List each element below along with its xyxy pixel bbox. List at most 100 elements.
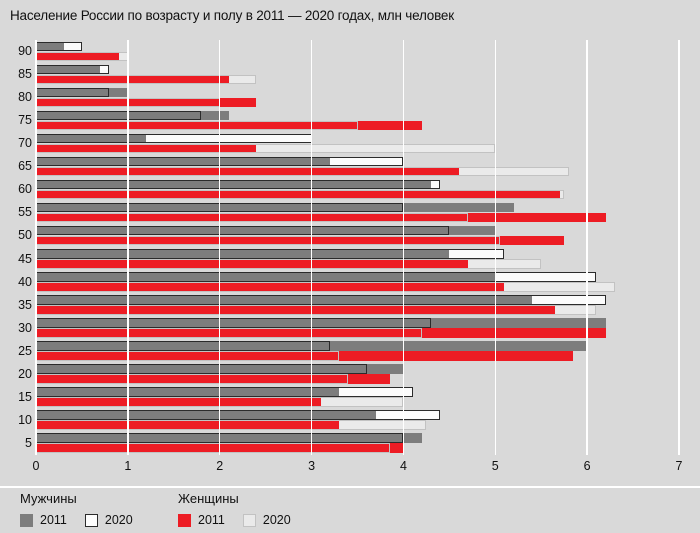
y-axis-label-80: 80 [18,90,32,105]
age-group-55 [36,201,679,224]
x-axis-label-5: 5 [491,459,499,473]
age-group-45 [36,248,679,271]
bar-female-2011-age-25 [36,351,574,361]
x-axis-label-4: 4 [399,459,407,473]
age-group-90 [36,40,679,63]
y-axis-label-75: 75 [18,113,32,128]
gridline-4 [402,40,405,455]
gridline-0 [35,40,37,455]
bar-male-2011-age-10 [36,410,376,420]
bar-male-2020-outline-age-20 [36,364,367,374]
gridline-7 [678,40,680,455]
bar-male-2011-age-55 [36,202,514,213]
legend-group-male: Мужчины 2011 2020 [20,491,133,527]
bar-male-2020-outline-age-40 [36,272,597,282]
x-axis-label-2: 2 [216,459,224,473]
legend-label-female-2020: 2020 [262,513,291,527]
bar-female-2020-outline-age-50 [36,235,500,246]
bar-male-2020-outline-age-45 [36,249,505,259]
chart-title: Население России по возрасту и полу в 20… [10,8,454,23]
bar-female-2011-age-75 [36,120,422,131]
bar-male-2011-age-75 [36,110,229,121]
age-group-35 [36,294,679,317]
bar-male-2020-outline-age-10 [36,410,441,420]
bar-male-2020-outline-age-30 [36,318,431,328]
legend-item-female-2020: 2020 [242,513,291,527]
bar-male-2011-age-40 [36,272,496,282]
y-axis-label-25: 25 [18,343,32,358]
bar-female-2011-age-60 [36,189,560,200]
bar-female-2020-outline-age-40 [36,282,615,292]
gridline-3 [310,40,313,455]
age-group-25 [36,340,679,363]
y-axis-label-30: 30 [18,320,32,335]
y-axis-label-10: 10 [18,412,32,427]
bar-female-2011-age-35 [36,305,555,315]
legend-item-female-2011: 2011 [178,513,225,527]
bar-male-2011-age-5 [36,433,422,443]
bar-female-2020-outline-age-45 [36,259,542,269]
age-group-85 [36,63,679,86]
gridline-1 [127,40,129,455]
bar-female-2011-age-55 [36,212,606,223]
y-axis-label-65: 65 [18,159,32,174]
legend-item-male-2011: 2011 [20,513,67,527]
bar-male-2020-outline-age-80 [36,87,110,98]
bar-female-2011-age-65 [36,166,459,177]
bar-female-2020-outline-age-30 [36,328,422,338]
legend-swatch-female-2020 [242,513,256,527]
bar-female-2011-age-10 [36,420,340,430]
y-axis-label-60: 60 [18,182,32,197]
y-axis-label-5: 5 [25,435,32,450]
y-axis-label-40: 40 [18,274,32,289]
age-group-80 [36,86,679,109]
gridline-6 [586,40,588,455]
y-axis-label-90: 90 [18,44,32,58]
bar-male-2011-age-50 [36,225,496,236]
x-axis-label-7: 7 [675,459,683,473]
bar-male-2011-age-70 [36,133,147,144]
age-group-5 [36,432,679,455]
x-axis-label-3: 3 [308,459,316,473]
bar-female-2020-outline-age-65 [36,166,569,177]
age-group-75 [36,109,679,132]
legend-title-female: Женщины [178,491,239,506]
legend-title-male: Мужчины [20,491,77,506]
bar-female-2011-age-45 [36,259,468,269]
bar-female-2020-outline-age-35 [36,305,597,315]
bar-male-2011-age-65 [36,156,330,167]
age-group-20 [36,363,679,386]
bar-female-2011-age-50 [36,235,565,246]
legend-swatch-male-2020 [84,513,98,527]
bar-female-2020-outline-age-60 [36,189,565,200]
age-group-10 [36,409,679,432]
bar-male-2020-outline-age-70 [36,133,312,144]
legend-swatch-female-2011 [178,513,191,527]
bar-female-2011-age-30 [36,328,606,338]
bar-male-2011-age-15 [36,387,340,397]
bar-male-2011-age-60 [36,179,431,190]
bar-male-2020-outline-age-85 [36,64,110,75]
bar-female-2011-age-40 [36,282,505,292]
bar-male-2011-age-30 [36,318,606,328]
bar-female-2020-outline-age-70 [36,143,496,154]
bar-male-2020-outline-age-90 [36,41,82,51]
age-group-50 [36,224,679,247]
x-axis-label-1: 1 [124,459,132,473]
bar-male-2011-age-45 [36,249,450,259]
bar-female-2020-outline-age-75 [36,120,358,131]
age-group-30 [36,317,679,340]
age-group-60 [36,178,679,201]
legend-divider [0,486,700,488]
legend-label-male-2020: 2020 [104,513,133,527]
bar-female-2020-outline-age-25 [36,351,340,361]
legend-label-female-2011: 2011 [198,513,225,527]
bar-female-2011-age-20 [36,374,390,384]
age-group-40 [36,271,679,294]
bar-male-2011-age-80 [36,87,128,98]
legend-item-male-2020: 2020 [84,513,133,527]
y-axis-label-50: 50 [18,228,32,243]
bar-male-2011-age-90 [36,41,64,51]
age-group-15 [36,386,679,409]
